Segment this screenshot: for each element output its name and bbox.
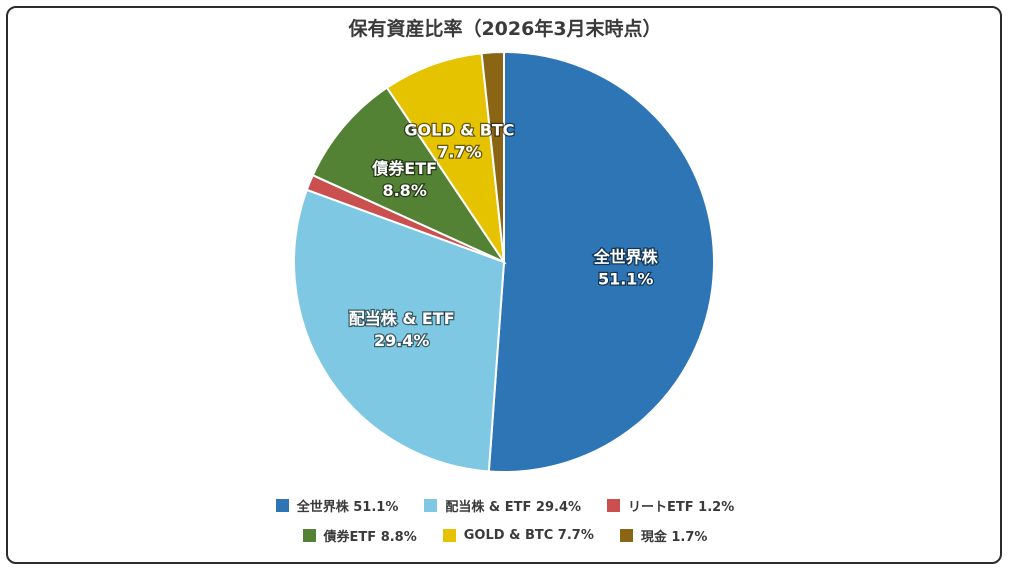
pie-slice-1 — [293, 188, 506, 473]
legend-label: 全世界株 51.1% — [296, 500, 399, 515]
pie-slice-0 — [487, 50, 715, 473]
legend-label: リートETF 1.2% — [628, 500, 735, 515]
legend-item-zensekai: 全世界株 51.1% — [275, 496, 399, 515]
slice-value-4: 7.7% — [437, 143, 481, 162]
legend-label: 現金 1.7% — [640, 530, 708, 545]
legend-item-bond: 債券ETF 8.8% — [302, 526, 417, 545]
legend-label: 配当株 & ETF 29.4% — [445, 500, 582, 515]
chart-title: 保有資産比率（2026年3月末時点） — [348, 18, 662, 40]
legend-row-1: 全世界株 51.1% 配当株 & ETF 29.4% リートETF 1.2% — [0, 496, 1010, 515]
slice-value-1: 29.4% — [374, 331, 430, 350]
legend-swatch — [302, 529, 316, 542]
pie-slice-3 — [311, 86, 507, 265]
slice-value-3: 8.8% — [382, 181, 426, 200]
legend-item-haito: 配当株 & ETF 29.4% — [424, 496, 581, 515]
legend-swatch — [607, 499, 621, 512]
pie-slice-4 — [385, 52, 505, 263]
legend-item-gold-btc: GOLD & BTC 7.7% — [442, 526, 594, 545]
legend-label: GOLD & BTC 7.7% — [463, 528, 594, 543]
legend-swatch — [619, 529, 633, 542]
legend-item-cash: 現金 1.7% — [619, 526, 708, 545]
slice-value-0: 51.1% — [598, 269, 654, 288]
legend-swatch — [424, 499, 438, 512]
legend-item-reit: リートETF 1.2% — [607, 496, 734, 515]
legend-label: 債券ETF 8.8% — [323, 530, 417, 545]
legend-row-2: 債券ETF 8.8% GOLD & BTC 7.7% 現金 1.7% — [0, 526, 1010, 545]
slice-label-4: GOLD & BTC — [404, 121, 514, 140]
legend-swatch — [442, 529, 456, 542]
slice-label-3: 債券ETF — [371, 159, 437, 178]
slice-label-1: 配当株 & ETF — [349, 309, 455, 328]
legend-swatch — [275, 499, 289, 512]
slice-label-0: 全世界株 — [593, 247, 659, 266]
pie-slice-5 — [480, 50, 505, 263]
